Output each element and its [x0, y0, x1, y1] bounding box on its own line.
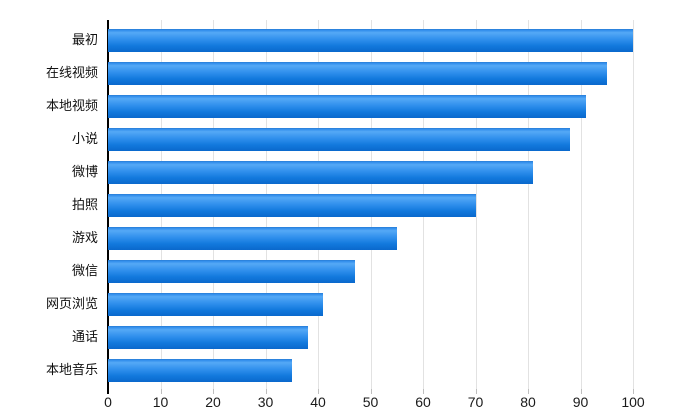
y-axis-label: 微博: [71, 164, 98, 179]
x-axis-tick-label: 30: [257, 394, 274, 410]
bar-5: [108, 161, 534, 184]
bar-1: [108, 29, 633, 52]
x-axis-tick-label: 0: [104, 394, 112, 410]
x-axis-tick: [370, 389, 372, 394]
bar-8: [108, 260, 355, 283]
x-axis-tick-label: 20: [205, 394, 221, 410]
x-axis-tick-label: 40: [310, 394, 326, 410]
x-axis-tick-label: 70: [467, 394, 484, 410]
x-axis-tick-label: 90: [572, 394, 589, 410]
y-axis-label: 小说: [71, 131, 98, 146]
x-axis-tick-label: 60: [415, 394, 431, 410]
y-axis-label: 网页浏览: [45, 296, 98, 311]
x-axis-tick: [580, 389, 582, 394]
bar-3: [108, 95, 586, 118]
gridline: [580, 20, 582, 389]
y-axis-label: 本地音乐: [45, 362, 98, 377]
bar-9: [108, 293, 324, 316]
gridline: [633, 20, 634, 389]
y-axis-label: 游戏: [71, 230, 98, 245]
x-axis-tick: [213, 389, 214, 394]
x-axis-tick-label: 10: [152, 394, 169, 410]
bar-6: [108, 194, 476, 217]
gridline: [475, 20, 477, 389]
bar-11: [108, 359, 292, 382]
y-axis-label: 本地视频: [45, 98, 98, 113]
y-axis-label: 在线视频: [45, 65, 98, 80]
bar-10: [108, 326, 308, 349]
x-axis-tick-label: 50: [362, 394, 379, 410]
x-axis-tick: [475, 389, 477, 394]
x-axis-tick-label: 80: [520, 394, 536, 410]
x-axis-tick: [160, 389, 162, 394]
bar-7: [108, 227, 397, 250]
x-axis-tick: [633, 389, 634, 394]
y-axis-label: 通话: [71, 329, 98, 344]
x-axis-tick: [318, 389, 319, 394]
gridline: [528, 20, 529, 389]
y-axis-label: 微信: [71, 263, 98, 278]
plot-area: [108, 20, 634, 389]
y-axis-label: 最初: [71, 32, 98, 47]
bar-4: [108, 128, 570, 151]
x-axis-tick: [265, 389, 267, 394]
x-axis-tick: [107, 389, 109, 394]
y-axis-label: 拍照: [71, 197, 98, 212]
bar-2: [108, 62, 607, 85]
x-axis-tick: [423, 389, 424, 394]
x-axis-tick-label: 100: [621, 394, 645, 410]
x-axis-tick: [528, 389, 529, 394]
